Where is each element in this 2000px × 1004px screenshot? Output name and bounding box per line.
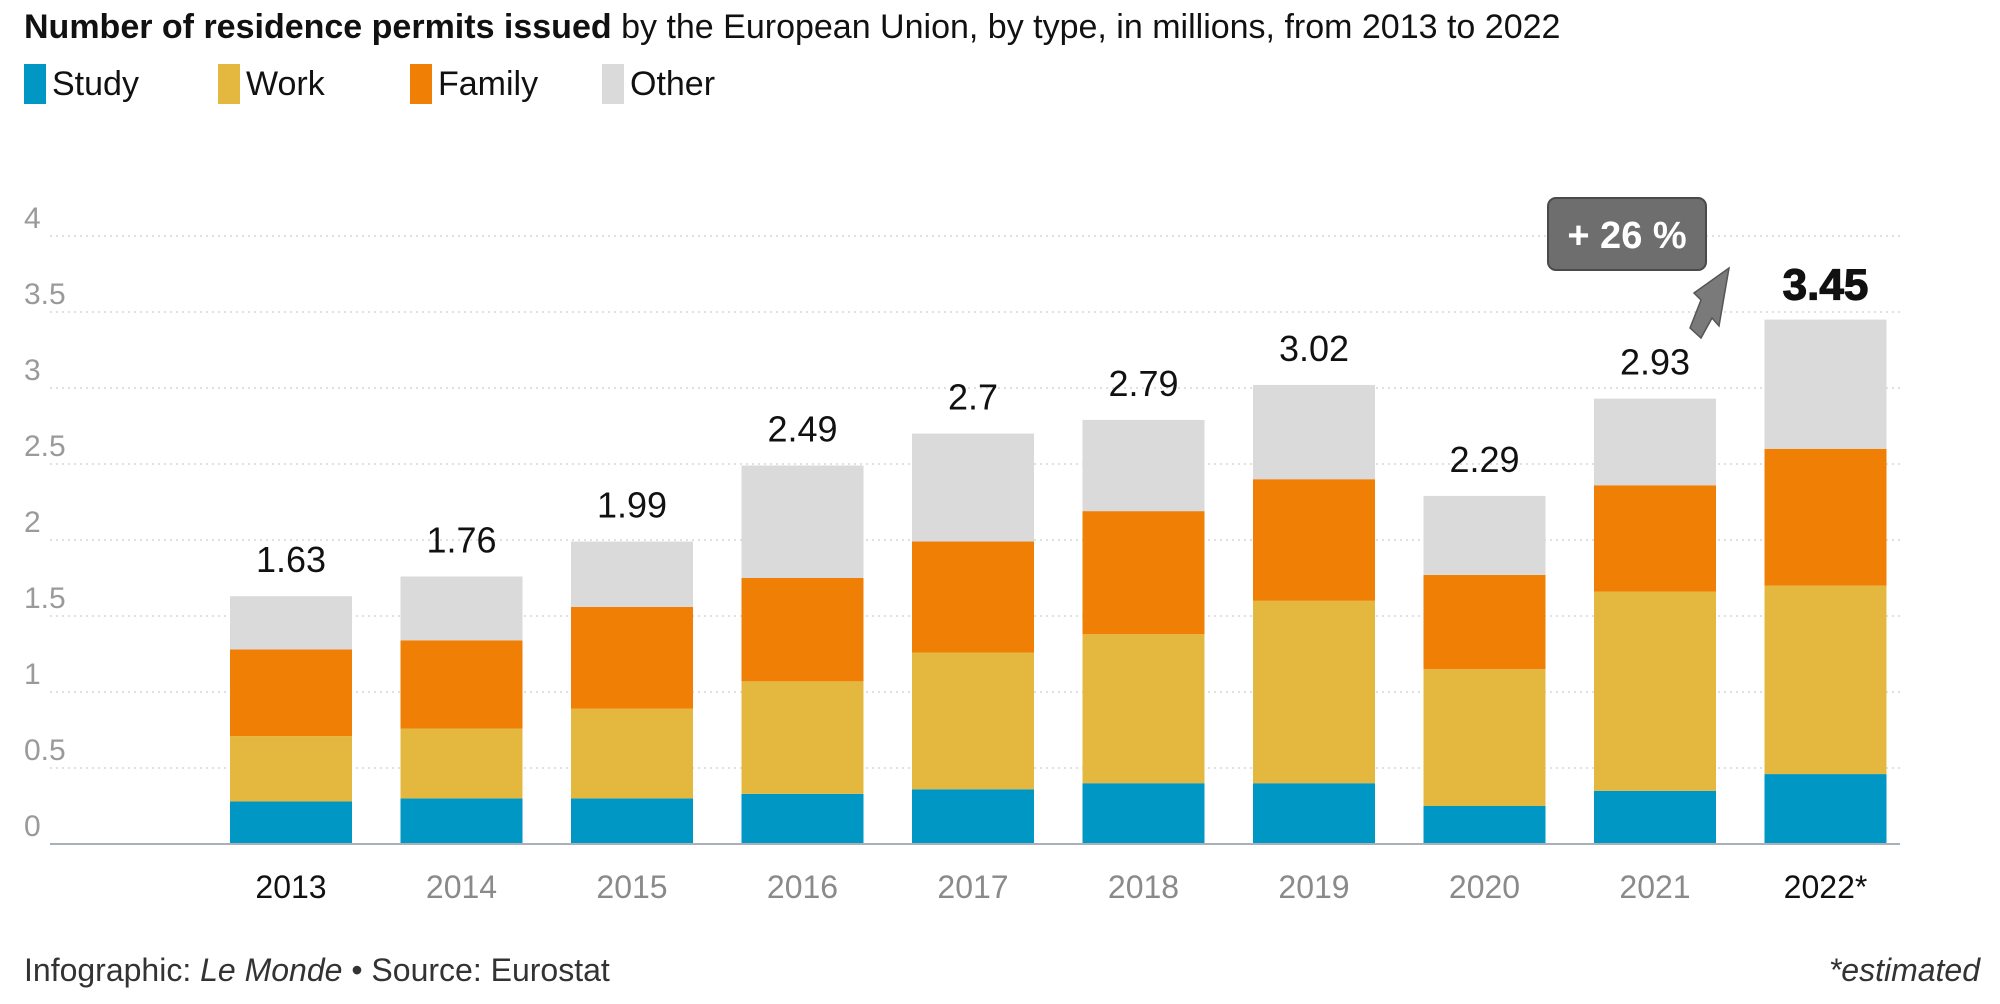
bar-family (571, 606, 693, 709)
legend-label-study: Study (52, 64, 139, 103)
credit-source: Source: Eurostat (371, 952, 610, 988)
y-tick-label: 2.5 (24, 430, 66, 463)
footer-credit: Infographic: Le Monde • Source: Eurostat (24, 952, 610, 989)
chart-title: Number of residence permits issued by th… (24, 8, 1560, 47)
growth-badge (1547, 197, 1707, 271)
bar-study (1423, 806, 1546, 844)
bar-other (1764, 319, 1887, 449)
x-tick-label: 2022* (1784, 869, 1868, 905)
bar-family (912, 541, 1034, 653)
bar-work (400, 728, 523, 799)
bar-study (1253, 783, 1375, 844)
legend-label-family: Family (438, 64, 539, 103)
total-label: 3.45 (1783, 261, 1869, 310)
total-label: 3.02 (1279, 328, 1349, 369)
bar-work (571, 708, 693, 799)
x-tick-label: 2020 (1449, 869, 1520, 905)
growth-arrow (1689, 266, 1731, 340)
bar-work (1253, 600, 1375, 784)
legend-item-study: Study (24, 64, 139, 104)
bar-work (1764, 585, 1887, 775)
total-label: 2.7 (948, 377, 998, 418)
legend-swatch-other (602, 64, 624, 104)
bar-family (1764, 448, 1887, 586)
bar-other (741, 465, 864, 578)
legend-item-other: Other (602, 64, 715, 104)
bar-family (1423, 574, 1546, 670)
x-tick-label: 2013 (255, 869, 326, 905)
legend-swatch-study (24, 64, 46, 104)
legend-label-other: Other (630, 64, 716, 103)
bar-family (1082, 511, 1205, 635)
x-tick-label: 2019 (1278, 869, 1349, 905)
bar-other (400, 576, 523, 641)
bar-family (230, 649, 352, 737)
bar-other (1082, 419, 1205, 512)
legend-label-work: Work (246, 64, 325, 103)
bar-other (1594, 398, 1716, 486)
growth-badge-label: + 26 % (1567, 215, 1686, 257)
bar-other (230, 596, 352, 650)
bar-family (1253, 479, 1375, 601)
bar-family (400, 640, 523, 729)
x-tick-label: 2016 (767, 869, 838, 905)
y-tick-label: 1 (24, 658, 41, 691)
bar-work (1594, 591, 1716, 791)
x-tick-label: 2015 (596, 869, 667, 905)
legend-item-family: Family (410, 64, 538, 104)
bar-other (1253, 384, 1375, 480)
y-tick-label: 0.5 (24, 734, 66, 767)
y-tick-label: 3 (24, 354, 41, 387)
x-tick-label: 2014 (426, 869, 497, 905)
chart-title-bold: Number of residence permits issued (24, 8, 612, 46)
total-label: 2.29 (1449, 439, 1519, 480)
bar-other (571, 541, 693, 607)
bar-study (741, 793, 864, 844)
bar-study (400, 798, 523, 844)
total-label: 2.93 (1620, 342, 1690, 383)
y-tick-label: 2 (24, 506, 41, 539)
x-tick-label: 2017 (937, 869, 1008, 905)
total-label: 1.63 (256, 539, 326, 580)
credit-separator: • (342, 952, 372, 988)
bar-study (571, 798, 693, 844)
bar-family (1594, 485, 1716, 592)
x-tick-label: 2021 (1619, 869, 1690, 905)
total-label: 1.99 (597, 485, 667, 526)
credit-outlet: Le Monde (200, 952, 343, 988)
credit-prefix: Infographic: (24, 952, 201, 988)
legend-swatch-family (410, 64, 432, 104)
bar-study (1082, 783, 1205, 844)
chart-title-rest: by the European Union, by type, in milli… (611, 8, 1561, 46)
bar-family (741, 578, 864, 682)
y-tick-label: 3.5 (24, 278, 66, 311)
footer-note: *estimated (1828, 952, 1980, 988)
bar-other (1423, 495, 1546, 575)
bar-work (1082, 634, 1205, 784)
total-label: 2.79 (1108, 363, 1178, 404)
legend: Study Work Family Other (24, 64, 924, 114)
bar-work (912, 652, 1034, 790)
legend-swatch-work (218, 64, 240, 104)
bar-study (1594, 790, 1716, 844)
y-tick-label: 0 (24, 810, 41, 843)
total-label: 1.76 (426, 519, 496, 560)
y-tick-label: 1.5 (24, 582, 66, 615)
x-tick-label: 2018 (1108, 869, 1179, 905)
bar-study (1764, 774, 1887, 844)
bar-work (741, 681, 864, 794)
bar-other (912, 433, 1034, 542)
bar-work (1423, 669, 1546, 806)
bar-study (912, 789, 1034, 844)
total-label: 2.49 (767, 409, 837, 450)
bar-work (230, 736, 352, 802)
y-tick-label: 4 (24, 202, 41, 235)
legend-item-work: Work (218, 64, 325, 104)
bar-study (230, 801, 352, 844)
